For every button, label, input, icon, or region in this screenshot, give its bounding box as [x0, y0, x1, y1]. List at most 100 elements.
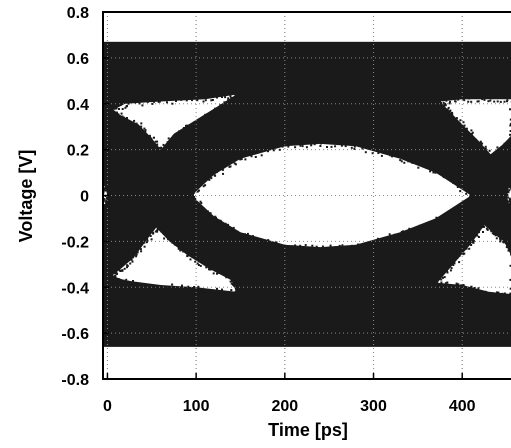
trace-point — [450, 269, 452, 271]
trace-point — [486, 228, 488, 230]
y-axis-ticks: -0.8-0.6-0.4-0.200.20.40.60.8 — [61, 5, 109, 389]
y-tick-label-1: -0.6 — [61, 326, 89, 343]
trace-point — [207, 290, 209, 292]
trace-point — [365, 151, 367, 153]
trace-point — [160, 231, 162, 233]
trace-point — [153, 101, 155, 103]
trace-point — [454, 100, 456, 102]
trace-point — [457, 257, 459, 259]
trace-point — [447, 272, 449, 274]
trace-point — [111, 111, 113, 113]
trace-point — [389, 233, 391, 235]
trace-point — [150, 284, 152, 286]
trace-point — [447, 214, 449, 216]
trace-point — [490, 229, 492, 231]
trace-point — [492, 232, 494, 234]
trace-point — [224, 102, 226, 104]
trace-point — [485, 150, 487, 152]
trace-point — [132, 256, 134, 258]
trace-point — [456, 117, 458, 119]
trace-point — [279, 245, 281, 247]
trace-point — [463, 99, 465, 101]
trace-point — [221, 96, 223, 98]
trace-point — [354, 146, 356, 148]
trace-point — [191, 99, 193, 101]
trace-point — [150, 235, 152, 237]
trace-point — [128, 120, 130, 122]
trace-point — [205, 266, 207, 268]
trace-point — [178, 130, 180, 132]
trace-point — [505, 242, 507, 244]
trace-point — [314, 143, 316, 145]
trace-point — [181, 285, 183, 287]
trace-point — [105, 185, 107, 187]
trace-point — [508, 189, 510, 191]
trace-point — [485, 146, 487, 148]
trace-point — [482, 231, 484, 233]
trace-point — [236, 231, 238, 233]
trace-point — [140, 248, 142, 250]
trace-point — [214, 108, 216, 110]
trace-point — [235, 163, 237, 165]
trace-point — [458, 261, 460, 263]
trace-point — [162, 149, 164, 151]
trace-point — [440, 279, 442, 281]
trace-point — [306, 247, 308, 249]
trace-point — [322, 246, 324, 248]
trace-point — [141, 284, 143, 286]
trace-point — [216, 171, 218, 173]
trace-point — [403, 162, 405, 164]
trace-point — [452, 264, 454, 266]
trace-point — [128, 103, 130, 105]
trace-point — [115, 107, 117, 109]
trace-point — [496, 146, 498, 148]
trace-point — [501, 293, 503, 295]
trace-point — [389, 154, 391, 156]
trace-point — [401, 160, 403, 162]
trace-point — [120, 104, 122, 106]
trace-point — [107, 201, 109, 203]
trace-point — [210, 289, 212, 291]
trace-point — [199, 289, 201, 291]
y-tick-label-3: -0.2 — [61, 234, 89, 251]
trace-point — [489, 293, 491, 295]
trace-point — [463, 121, 465, 123]
trace-point — [213, 272, 215, 274]
trace-point — [115, 273, 117, 275]
trace-point — [394, 234, 396, 236]
trace-point — [236, 287, 238, 289]
trace-point — [129, 263, 131, 265]
trace-point — [267, 239, 269, 241]
trace-point — [160, 150, 162, 152]
trace-point — [126, 264, 128, 266]
trace-point — [218, 272, 220, 274]
trace-point — [159, 101, 161, 103]
trace-point — [128, 281, 130, 283]
trace-point — [506, 294, 508, 296]
trace-point — [237, 95, 239, 97]
trace-point — [485, 291, 487, 293]
trace-point — [381, 155, 383, 157]
trace-point — [140, 250, 142, 252]
trace-point — [227, 224, 229, 226]
trace-point — [222, 273, 224, 275]
trace-point — [417, 167, 419, 169]
x-tick-label-4: 400 — [449, 398, 476, 415]
trace-point — [140, 122, 142, 124]
trace-point — [262, 240, 264, 242]
trace-point — [136, 124, 138, 126]
trace-point — [190, 124, 192, 126]
trace-point — [273, 149, 275, 151]
trace-point — [330, 245, 332, 247]
trace-point — [452, 182, 454, 184]
y-tick-label-7: 0.6 — [67, 51, 89, 68]
trace-point — [459, 255, 461, 257]
trace-point — [407, 160, 409, 162]
trace-point — [338, 143, 340, 145]
trace-point — [462, 253, 464, 255]
trace-point — [207, 210, 209, 212]
trace-point — [241, 158, 243, 160]
trace-point — [487, 100, 489, 102]
trace-point — [504, 143, 506, 145]
